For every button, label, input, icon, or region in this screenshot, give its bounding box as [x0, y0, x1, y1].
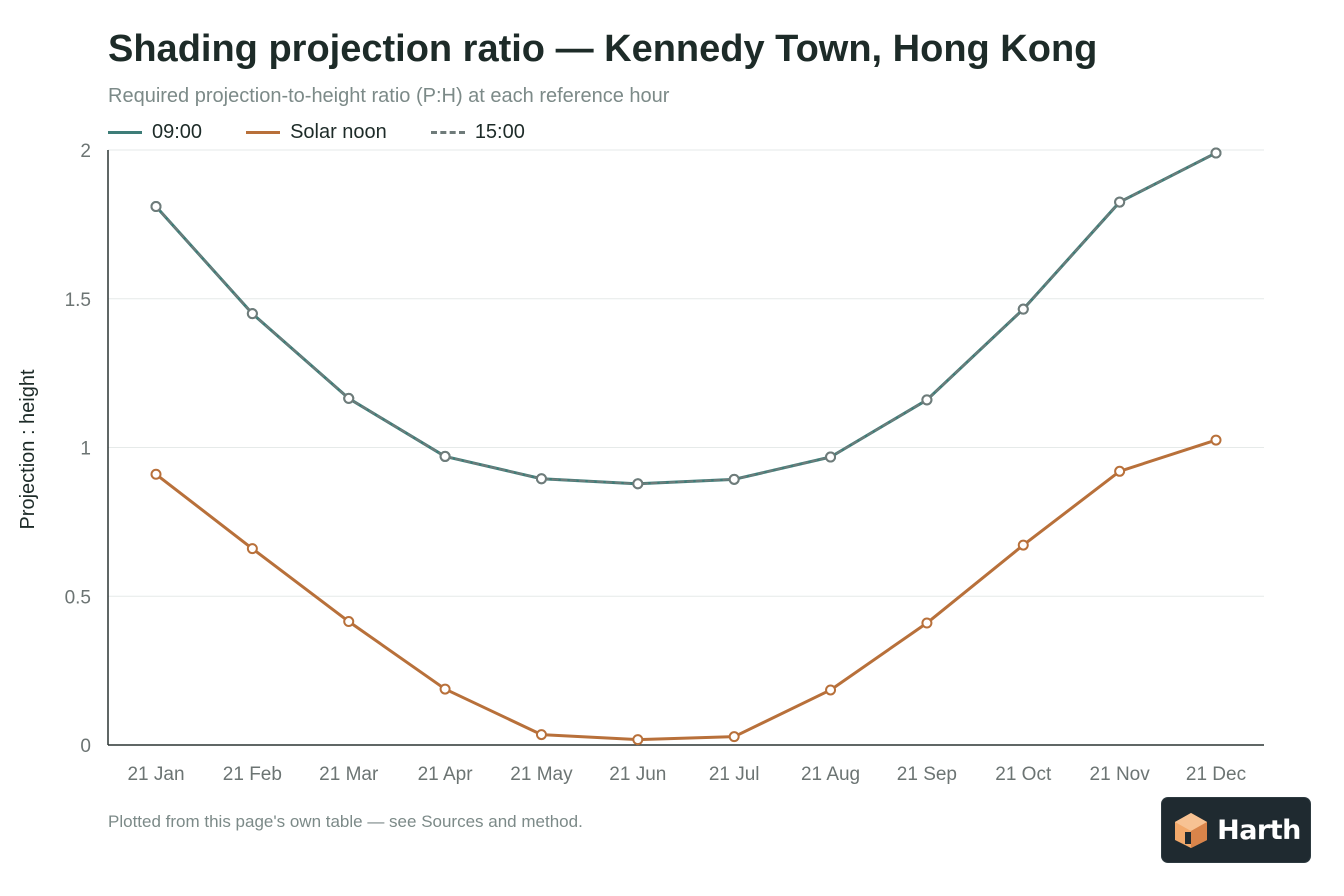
series-line-0: [154, 151, 1218, 486]
data-point-s2-9: [1017, 303, 1029, 315]
y-tick-label-1: 0.5: [65, 587, 91, 608]
data-point-s1-5: [632, 734, 644, 746]
y-tick-label-4: 2: [80, 141, 91, 162]
data-point-s2-6: [728, 473, 740, 485]
data-point-s1-8: [921, 617, 933, 629]
legend: 09:00 Solar noon 15:00: [108, 120, 569, 144]
data-point-s1-6: [728, 731, 740, 743]
y-axis-label: Projection : height: [17, 369, 39, 530]
y-tick-label-3: 1.5: [65, 290, 91, 311]
data-point-s2-4: [535, 473, 547, 485]
data-point-s2-11: [1210, 147, 1222, 159]
data-point-s2-10: [1114, 196, 1126, 208]
x-tick-label-10: 21 Nov: [1090, 764, 1151, 785]
x-tick-label-1: 21 Feb: [223, 764, 282, 785]
y-tick-label-2: 1: [80, 439, 91, 460]
data-point-s2-0: [150, 201, 162, 213]
legend-swatch-0900: [108, 130, 142, 134]
data-point-s1-7: [825, 684, 837, 696]
chart-title: Shading projection ratio — Kennedy Town,…: [108, 28, 1098, 70]
x-tick-label-6: 21 Jul: [709, 764, 760, 785]
x-tick-label-4: 21 May: [510, 764, 573, 785]
data-point-s2-2: [343, 392, 355, 404]
x-tick-label-7: 21 Aug: [801, 764, 860, 785]
x-tick-label-2: 21 Mar: [319, 764, 379, 785]
x-tick-label-5: 21 Jun: [609, 764, 666, 785]
legend-label-solar-noon: Solar noon: [290, 120, 387, 143]
data-point-s1-1: [246, 543, 258, 555]
y-tick-label-0: 0: [80, 736, 91, 757]
harth-logo: Harth: [1162, 798, 1310, 862]
data-point-s2-5: [632, 478, 644, 490]
x-tick-label-3: 21 Apr: [418, 764, 474, 785]
x-tick-label-8: 21 Sep: [897, 764, 957, 785]
data-point-s1-4: [535, 729, 547, 741]
legend-item-1500: 15:00: [430, 120, 525, 144]
harth-logo-icon: [1175, 813, 1208, 848]
harth-logo-text: Harth: [1217, 814, 1301, 846]
x-tick-label-9: 21 Oct: [995, 764, 1052, 785]
data-point-s2-1: [246, 308, 258, 320]
data-point-s1-9: [1017, 539, 1029, 551]
data-point-s1-10: [1114, 465, 1126, 477]
legend-label-0900: 09:00: [152, 120, 203, 143]
data-point-s2-7: [825, 451, 837, 463]
data-point-s1-2: [343, 616, 355, 628]
data-point-s1-0: [150, 468, 162, 480]
legend-item-0900: 09:00: [108, 121, 202, 144]
legend-item-solar-noon: Solar noon: [246, 121, 387, 144]
data-point-s1-3: [439, 683, 451, 695]
legend-label-1500: 15:00: [474, 120, 525, 143]
data-point-s1-11: [1210, 434, 1222, 446]
series-line-2: [155, 151, 1217, 485]
x-tick-label-0: 21 Jan: [127, 764, 184, 785]
chart-subtitle: Required projection-to-height ratio (P:H…: [108, 85, 670, 107]
legend-swatch-solar-noon: [246, 130, 281, 134]
legend-swatch-1500: [430, 130, 465, 134]
data-point-s2-8: [921, 394, 933, 406]
x-tick-label-11: 21 Dec: [1186, 764, 1246, 785]
footnote: Plotted from this page's own table — see…: [108, 812, 583, 831]
series-line-1: [154, 438, 1218, 742]
data-point-s2-3: [439, 450, 451, 462]
